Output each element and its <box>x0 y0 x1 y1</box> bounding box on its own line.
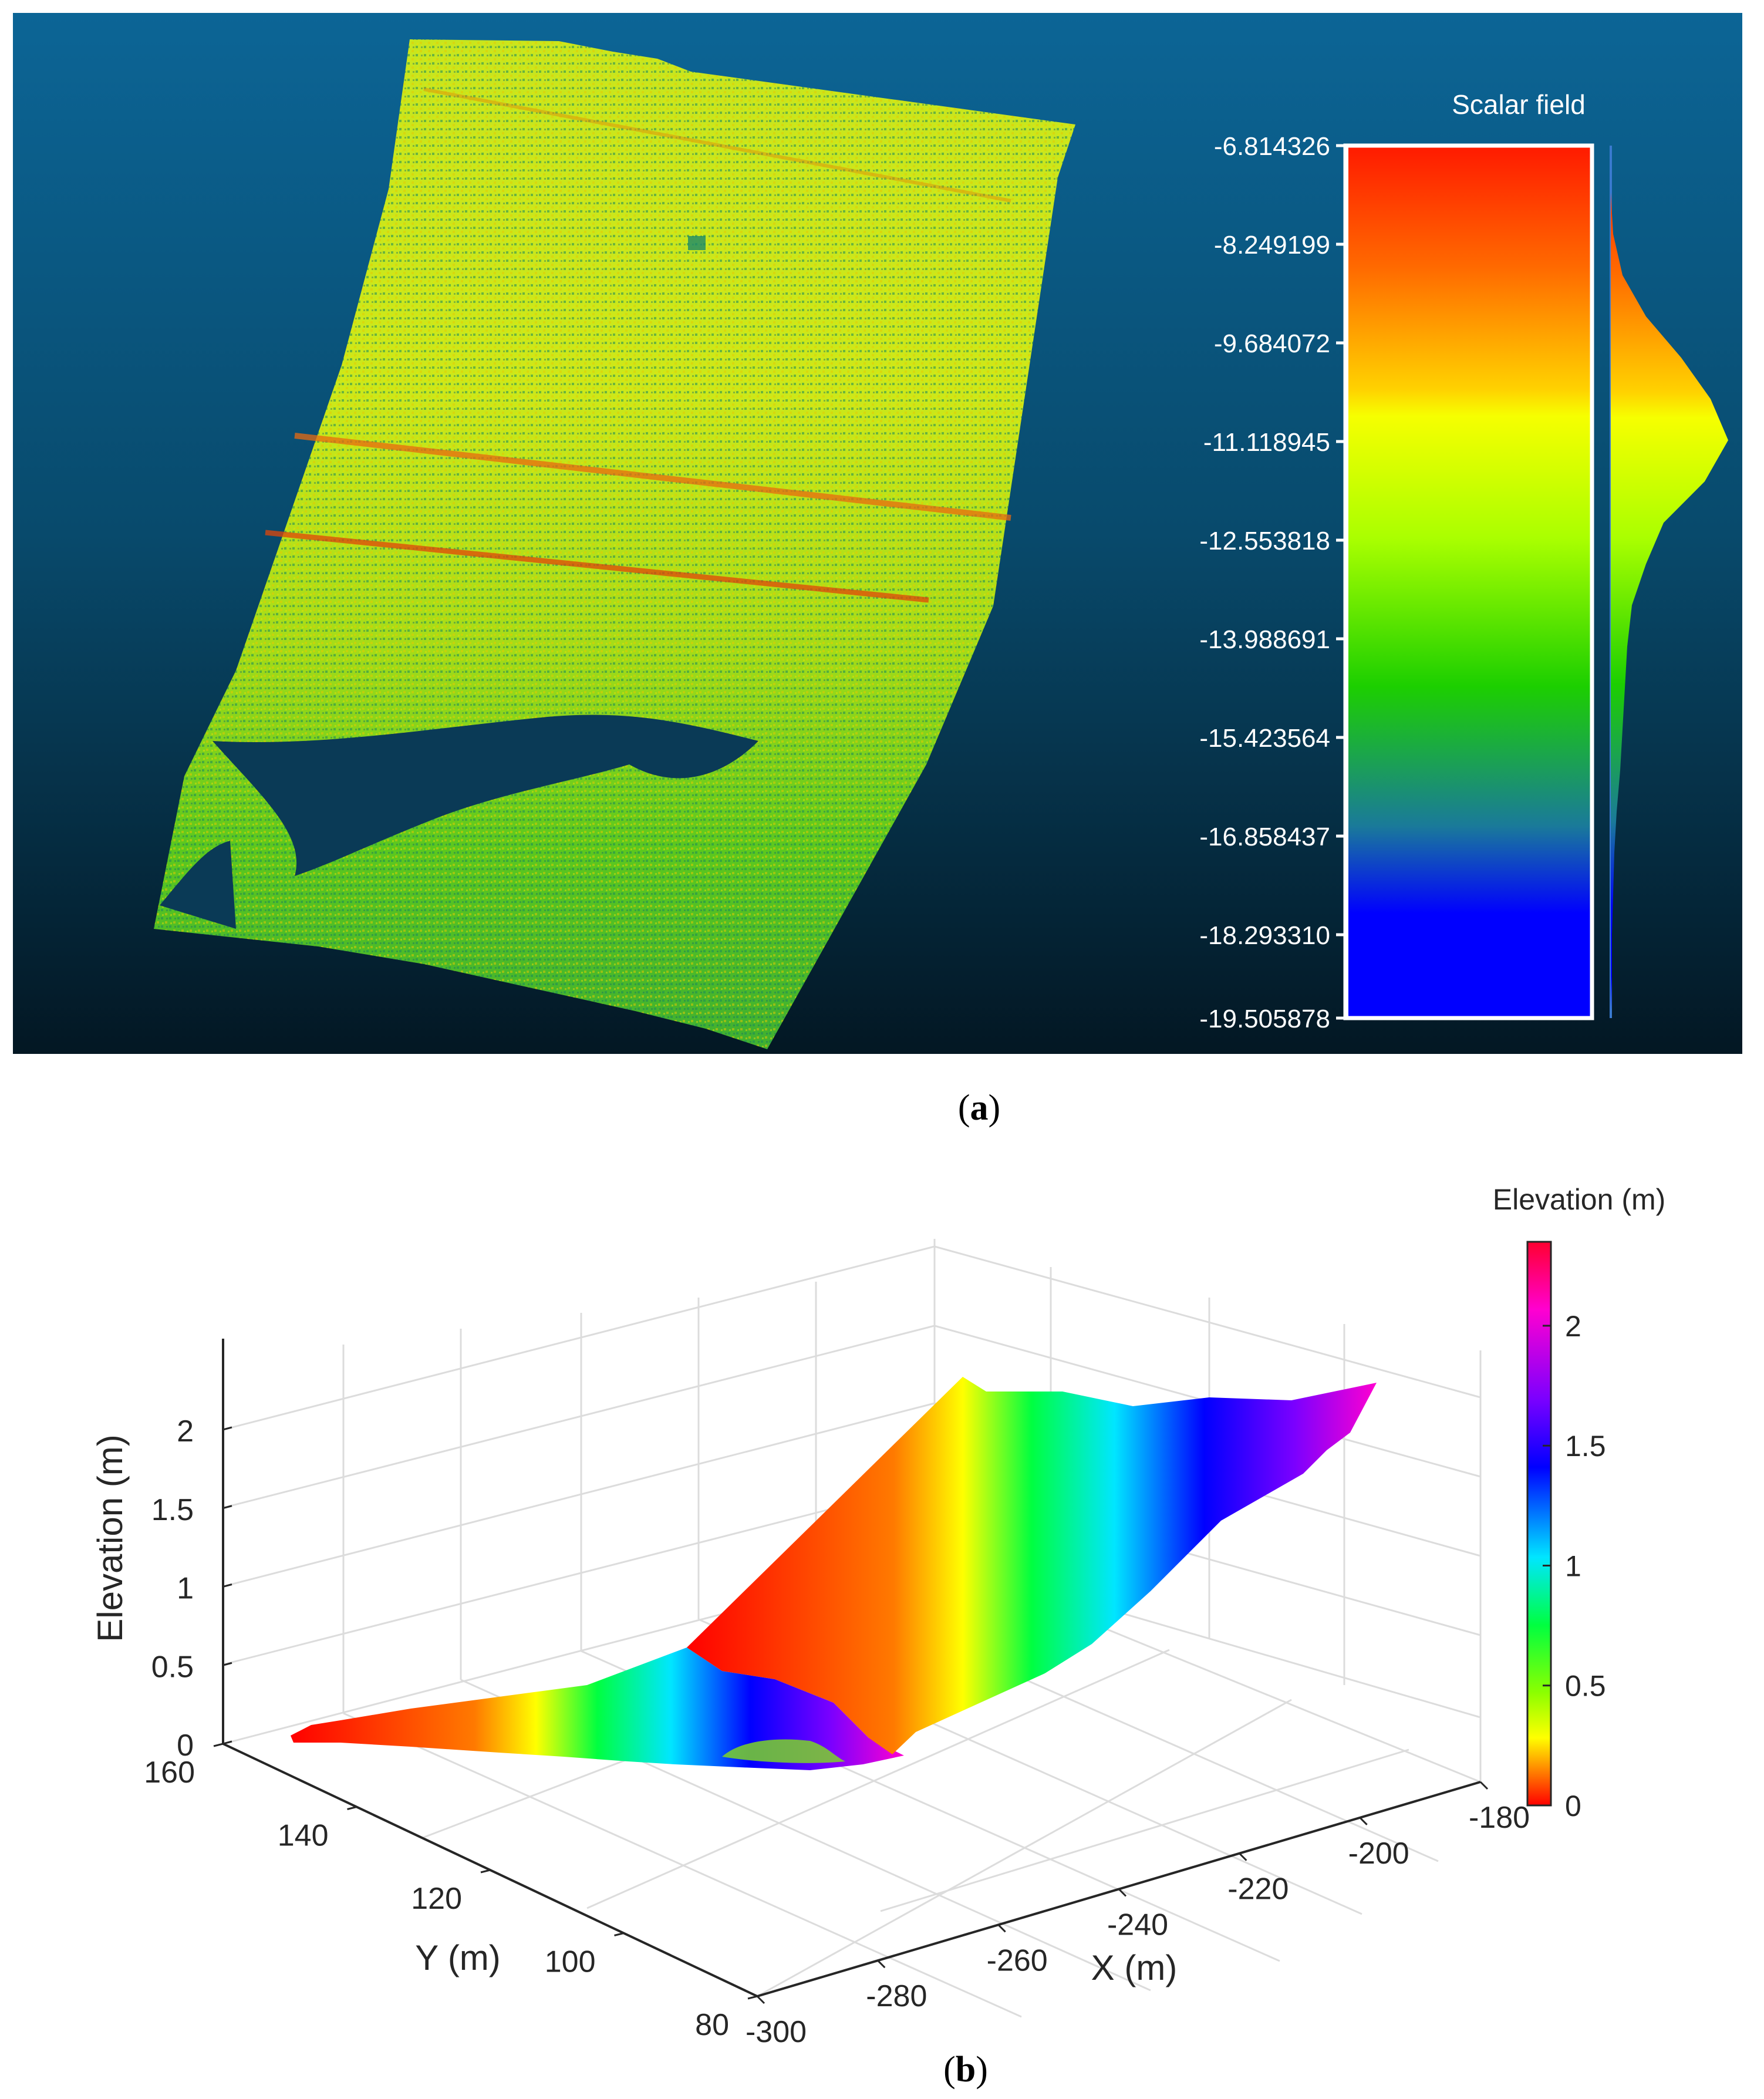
color-scale-bar <box>1343 143 1594 1020</box>
caption-a-label: a <box>970 1088 989 1128</box>
histogram <box>1610 146 1728 1018</box>
color-scale-tick-label: -6.814326 <box>1214 132 1330 161</box>
y-tick-mark <box>747 1995 758 2000</box>
caption-a: (a) <box>957 1088 1001 1128</box>
y-tick-label: 80 <box>695 2008 729 2042</box>
z-tick-label: 1 <box>177 1572 194 1606</box>
z-tick-mark <box>222 1505 232 1510</box>
color-scale-ticks: -6.814326 -8.249199 -9.684072 -11.118945 -12… <box>1199 132 1347 1033</box>
y-tick-label: 120 <box>411 1882 462 1916</box>
colorbar-tick-label: 1.5 <box>1565 1430 1606 1463</box>
x-tick-mark <box>877 1960 886 1969</box>
color-scale-tick-label: -19.505878 <box>1199 1005 1330 1033</box>
colorbar-tick-label: 1 <box>1565 1549 1581 1582</box>
z-tick-mark <box>222 1662 232 1666</box>
x-axis-title: X (m) <box>1091 1948 1178 1987</box>
y-tick-label: 100 <box>545 1945 596 1979</box>
x-tick-label: -280 <box>866 1979 927 2013</box>
x-tick-mark <box>756 1995 765 2004</box>
panel-b: 0 0.5 1 1.5 2 160 140 120 100 80 -300 -280 -260 -24… <box>0 1168 1764 2096</box>
color-scale-tick-label: -11.118945 <box>1203 428 1330 457</box>
color-scale-tick-label: -16.858437 <box>1199 823 1330 851</box>
surface-lower <box>291 1647 904 1770</box>
caption-b: (b) <box>943 2050 988 2090</box>
axis-tick-marks <box>213 1426 1489 2004</box>
y-tick-label: 140 <box>278 1819 329 1853</box>
point-cloud-view: Scalar field -6.814326 -8.249199 -9.684072… <box>13 13 1742 1054</box>
z-tick-mark <box>222 1740 232 1745</box>
color-scale-tick-label: -12.553818 <box>1199 527 1330 555</box>
colorbar-title: Elevation (m) <box>1493 1183 1666 1216</box>
z-tick-label: 1.5 <box>151 1493 194 1527</box>
x-tick-label: -180 <box>1469 1801 1530 1835</box>
color-scale-tick-label: -13.988691 <box>1199 625 1330 654</box>
x-tick-label: -200 <box>1348 1837 1409 1871</box>
x-tick-mark <box>1479 1781 1489 1790</box>
x-tick-label: -240 <box>1107 1908 1168 1942</box>
z-tick-labels: 0 0.5 1 1.5 2 <box>151 1414 194 1763</box>
colorbar-tick-label: 0 <box>1565 1790 1581 1822</box>
y-tick-labels: 160 140 120 100 80 <box>144 1756 729 2042</box>
z-tick-label: 0 <box>177 1729 194 1763</box>
z-axis-title: Elevation (m) <box>90 1434 130 1642</box>
colorbar <box>1526 1241 1552 1807</box>
caption-b-label: b <box>955 2050 976 2090</box>
point-cloud-ridge <box>423 87 1011 203</box>
legend-title: Scalar field <box>1452 89 1586 120</box>
y-tick-mark <box>614 1932 624 1936</box>
y-axis-title: Y (m) <box>415 1938 501 1977</box>
z-tick-label: 2 <box>177 1414 194 1448</box>
z-tick-label: 0.5 <box>151 1650 194 1684</box>
point-cloud-gap <box>160 841 236 929</box>
point-cloud-ridge <box>265 530 929 603</box>
x-tick-label: -260 <box>987 1943 1048 1977</box>
z-tick-mark <box>222 1583 232 1588</box>
color-scale-tick-label: -18.293310 <box>1199 921 1330 950</box>
surface-low-patch <box>722 1739 845 1763</box>
point-cloud-gap <box>213 715 758 876</box>
color-scale-tick-label: -8.249199 <box>1214 231 1330 260</box>
point-cloud-feature <box>688 236 706 250</box>
colorbar-tick-label: 0.5 <box>1565 1670 1606 1703</box>
y-tick-label: 160 <box>144 1756 195 1790</box>
x-tick-mark <box>1118 1888 1127 1897</box>
colorbar-ticks: 0 0.5 1 1.5 2 <box>1543 1310 1606 1822</box>
color-scale-tick-label: -9.684072 <box>1214 329 1330 358</box>
x-tick-label: -220 <box>1227 1872 1289 1906</box>
y-tick-mark <box>213 1743 224 1747</box>
y-tick-mark <box>347 1806 357 1810</box>
x-tick-labels: -300 -280 -260 -240 -220 -200 -180 <box>746 1801 1530 2049</box>
histogram-shape <box>1611 151 1728 1011</box>
x-tick-mark <box>1239 1852 1247 1861</box>
point-cloud-ridge <box>294 433 1011 521</box>
x-tick-label: -300 <box>746 2015 807 2049</box>
color-scale-tick-label: -15.423564 <box>1199 724 1330 753</box>
colorbar-tick-label: 2 <box>1565 1310 1581 1343</box>
x-tick-mark <box>1359 1817 1368 1825</box>
z-tick-mark <box>222 1426 232 1431</box>
y-tick-mark <box>480 1869 491 1874</box>
x-tick-mark <box>997 1924 1006 1933</box>
surface-upper <box>687 1377 1377 1754</box>
panel-a: Scalar field -6.814326 -8.249199 -9.684072… <box>13 13 1742 1128</box>
